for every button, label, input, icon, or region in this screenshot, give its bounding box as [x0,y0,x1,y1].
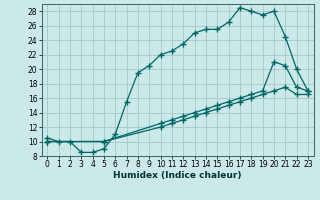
X-axis label: Humidex (Indice chaleur): Humidex (Indice chaleur) [113,171,242,180]
